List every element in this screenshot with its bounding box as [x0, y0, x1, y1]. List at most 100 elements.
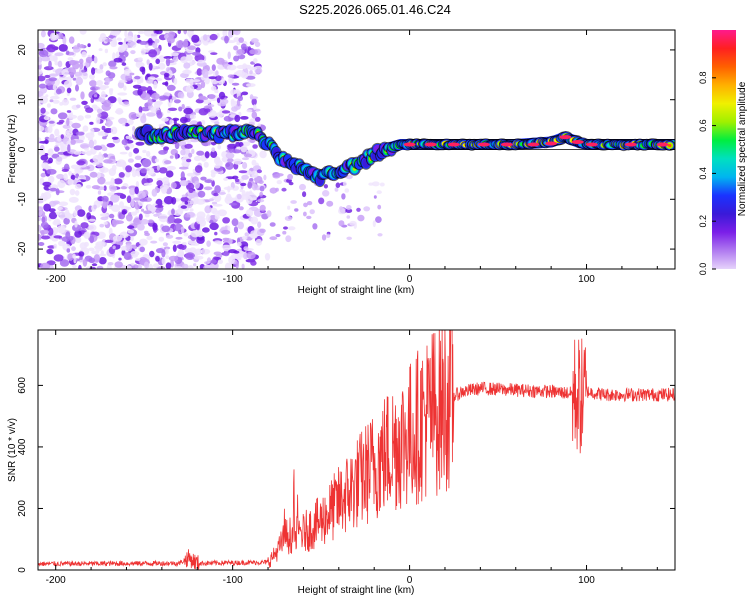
noise-blob [110, 126, 118, 135]
noise-blob [200, 248, 211, 255]
noise-blob [236, 241, 242, 247]
snr-frame [37, 329, 676, 571]
noise-blob [103, 185, 107, 191]
noise-blob [54, 128, 60, 137]
noise-blob [147, 263, 154, 269]
noise-blob [111, 136, 119, 140]
noise-blob [246, 83, 256, 88]
noise-blob [237, 221, 244, 230]
noise-blob [99, 64, 104, 70]
noise-blob [42, 181, 52, 187]
noise-blob [109, 66, 118, 70]
noise-blob [172, 209, 183, 216]
noise-blob [208, 76, 217, 80]
noise-blob [44, 165, 52, 170]
colorbar-tick-label: 0.4 [698, 167, 708, 180]
snr-panel: -200 -100 0 100 0 200 400 600 Height of straigh… [7, 329, 676, 596]
noise-blob [170, 182, 177, 189]
noise-blob [80, 222, 89, 229]
noise-blob [57, 180, 66, 189]
noise-blob [180, 149, 186, 156]
noise-blob [118, 79, 128, 83]
noise-blob [58, 240, 66, 247]
noise-blob [87, 43, 91, 48]
noise-blob [345, 174, 353, 180]
noise-blob [49, 265, 54, 269]
noise-blob [156, 164, 160, 171]
noise-blob [269, 222, 276, 227]
noise-blob [223, 251, 230, 257]
noise-blob [189, 114, 196, 120]
noise-blob [127, 158, 134, 163]
noise-blob [139, 238, 148, 246]
noise-blob [115, 240, 122, 245]
noise-blob [66, 132, 72, 139]
noise-blob [238, 206, 244, 211]
noise-blob [139, 198, 148, 202]
noise-blob [191, 148, 195, 154]
snr-ticks: -200 -100 0 100 0 200 400 600 [17, 330, 675, 586]
noise-blob [159, 184, 170, 190]
noise-blob [117, 81, 125, 89]
noise-blob [209, 222, 219, 231]
noise-blob [55, 88, 62, 95]
noise-blob [117, 97, 122, 103]
noise-blob [100, 250, 105, 256]
noise-blob [253, 58, 258, 64]
noise-blob [165, 255, 170, 260]
noise-blob [184, 143, 193, 149]
noise-blob [217, 66, 225, 70]
noise-blob [108, 204, 112, 210]
noise-blob [173, 77, 178, 85]
noise-blob [57, 207, 63, 210]
noise-blob [41, 216, 46, 223]
noise-blob [125, 146, 130, 151]
noise-blob [170, 52, 179, 57]
noise-blob [214, 121, 220, 125]
noise-blob [241, 157, 250, 161]
noise-blob [59, 227, 65, 234]
noise-blob [363, 206, 371, 212]
noise-blob [158, 167, 168, 174]
noise-blob [259, 191, 264, 197]
noise-blob [210, 150, 218, 158]
noise-blob [247, 181, 253, 189]
noise-blob [183, 107, 193, 115]
noise-blob [165, 170, 174, 178]
noise-blob [116, 37, 122, 41]
noise-blob [166, 84, 176, 91]
noise-blob [158, 236, 165, 242]
noise-blob [80, 91, 85, 100]
noise-blob [377, 204, 382, 210]
noise-blob [253, 104, 257, 111]
noise-blob [134, 155, 142, 160]
noise-blob [89, 74, 95, 80]
noise-blob [38, 126, 45, 132]
noise-blob [186, 172, 196, 177]
noise-blob [149, 250, 155, 258]
noise-blob [282, 230, 287, 235]
noise-blob [71, 246, 76, 252]
noise-blob [221, 156, 228, 162]
noise-blob [171, 208, 175, 215]
noise-blob [59, 259, 70, 267]
noise-blob [169, 155, 174, 159]
spectrogram-xtick-label: 0 [407, 274, 413, 285]
noise-blob [163, 196, 174, 205]
noise-blob [122, 122, 126, 127]
noise-blob [242, 162, 248, 169]
noise-blob [263, 174, 267, 181]
noise-blob [96, 265, 104, 269]
noise-blob [183, 30, 187, 35]
noise-blob [306, 201, 313, 206]
noise-blob [137, 31, 145, 34]
noise-blob [210, 172, 216, 178]
noise-blob [254, 116, 261, 122]
noise-blob [284, 216, 293, 221]
noise-blob [227, 74, 235, 78]
noise-blob [79, 62, 84, 70]
noise-blob [259, 150, 267, 159]
noise-blob [217, 144, 222, 150]
noise-blob [189, 138, 200, 143]
noise-blob [202, 69, 209, 77]
